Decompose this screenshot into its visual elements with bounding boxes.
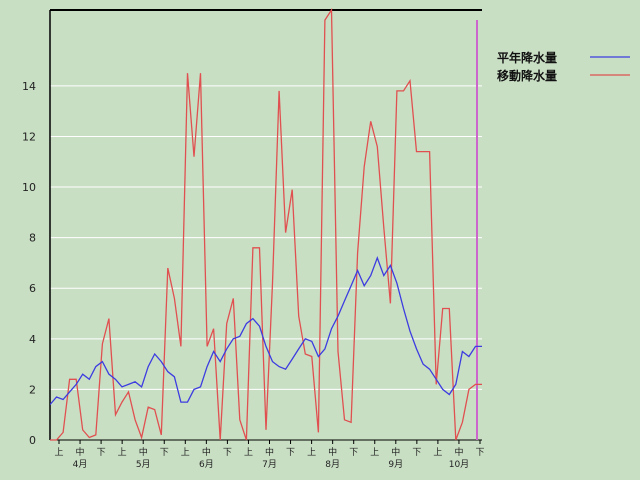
x-tick-label: 上 xyxy=(54,447,63,458)
y-tick-label: 6 xyxy=(29,282,36,295)
y-tick-label: 2 xyxy=(29,383,36,396)
y-tick-labels: 0 2 4 6 8 10 12 14 xyxy=(22,80,36,447)
x-tick-label: 中 xyxy=(454,446,463,458)
y-tick-label: 4 xyxy=(29,333,36,346)
x-tick-label: 下 xyxy=(223,448,232,458)
axes xyxy=(49,9,482,441)
month-label: 6月 xyxy=(199,459,214,470)
x-tick-label: 下 xyxy=(475,448,484,458)
y-tick-label: 12 xyxy=(22,130,36,143)
month-labels: 4月 5月 6月 7月 8月 9月 10月 xyxy=(73,459,469,470)
x-tick-label: 下 xyxy=(349,448,358,458)
month-label: 4月 xyxy=(73,459,88,470)
x-tick-label: 中 xyxy=(328,446,337,458)
x-tick-label: 下 xyxy=(160,448,169,458)
x-tick-label: 上 xyxy=(181,447,190,458)
y-tick-label: 14 xyxy=(22,80,36,93)
month-label: 10月 xyxy=(449,459,469,470)
series-lines xyxy=(50,7,482,441)
y-tick-label: 10 xyxy=(22,181,36,194)
month-label: 9月 xyxy=(388,459,403,470)
x-tick-labels: 上中下上中下上中下上中下上中下上中下上中下 xyxy=(54,440,485,458)
legend-label: 平年降水量 xyxy=(497,50,557,65)
x-tick-label: 中 xyxy=(265,446,274,458)
x-tick-label: 下 xyxy=(412,448,421,458)
x-tick-label: 中 xyxy=(391,446,400,458)
x-tick-label: 上 xyxy=(307,447,316,458)
month-label: 8月 xyxy=(325,459,340,470)
x-tick-label: 上 xyxy=(244,447,253,458)
x-tick-label: 上 xyxy=(118,447,127,458)
y-tick-label: 8 xyxy=(29,232,36,245)
x-tick-label: 下 xyxy=(97,448,106,458)
month-label: 5月 xyxy=(136,459,151,470)
x-tick-label: 上 xyxy=(370,447,379,458)
x-tick-label: 中 xyxy=(202,446,211,458)
y-tick-label: 0 xyxy=(29,434,36,447)
x-tick-label: 中 xyxy=(76,446,85,458)
legend-label: 移動降水量 xyxy=(497,68,557,83)
month-label: 7月 xyxy=(262,459,277,470)
grid-lines xyxy=(50,85,482,390)
x-tick-label: 上 xyxy=(433,447,442,458)
series-line xyxy=(50,256,482,406)
x-tick-label: 下 xyxy=(286,448,295,458)
series-line xyxy=(50,7,482,441)
x-tick-label: 中 xyxy=(139,446,148,458)
